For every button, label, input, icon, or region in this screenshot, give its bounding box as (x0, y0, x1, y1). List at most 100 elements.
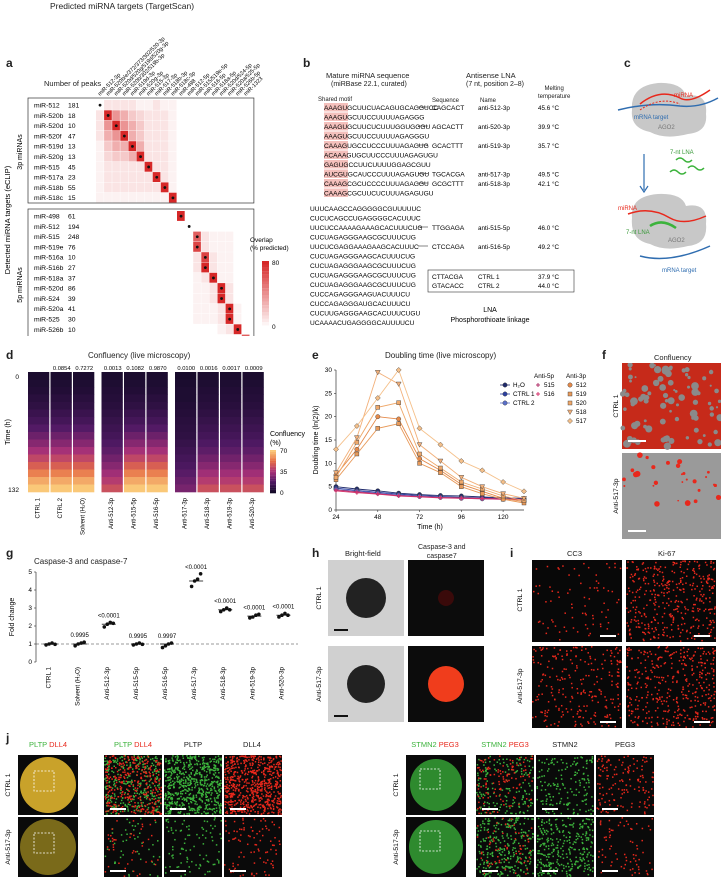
signal-dot (254, 799, 257, 801)
legend-swatch (262, 305, 269, 309)
signal-dot (127, 773, 130, 776)
heat-cell (217, 262, 226, 273)
data-point (416, 442, 423, 448)
fluor-dot (668, 583, 670, 586)
signal-dot (267, 792, 269, 794)
signal-dot (188, 802, 190, 805)
heat-cell (28, 372, 50, 380)
signal-dot (169, 787, 171, 789)
row-label: miR-517a (34, 175, 64, 182)
column-header: STMN2 PEG3 (481, 740, 529, 749)
signal-dot (513, 801, 516, 804)
fluor-dot (644, 593, 646, 596)
signal-dot (209, 832, 212, 834)
signal-dot (130, 766, 132, 769)
signal-dot (119, 774, 122, 776)
signal-dot (146, 803, 149, 806)
signal-dot (219, 812, 221, 814)
fluor-dot (593, 721, 595, 723)
signal-dot (270, 774, 273, 776)
fluor-dot (634, 573, 637, 575)
signal-dot (543, 762, 546, 764)
signal-dot (188, 774, 190, 776)
signal-dot (176, 778, 179, 780)
signal-dot (183, 819, 185, 822)
fluor-dot (701, 710, 704, 713)
fluor-dot (619, 567, 622, 570)
row-peaks: 27 (68, 265, 76, 272)
fluor-dot (676, 605, 679, 607)
signal-dot (114, 777, 117, 780)
heat-cell (197, 409, 219, 418)
signal-dot (248, 782, 250, 784)
signal-dot (606, 766, 608, 769)
signal-dot (479, 777, 482, 780)
gap-spot (697, 439, 703, 445)
signal-dot (147, 811, 150, 813)
fluor-dot (537, 661, 540, 664)
fluor-dot (630, 637, 632, 639)
heat-cell (241, 293, 250, 304)
legend-swatch (270, 455, 276, 458)
signal-dot (252, 771, 254, 774)
cell-cluster (705, 476, 708, 479)
fluor-dot (643, 576, 646, 578)
fluor-dot (651, 671, 653, 674)
fluor-dot (629, 576, 632, 579)
signal-dot (244, 764, 247, 766)
signal-dot (106, 768, 109, 771)
signal-dot (521, 798, 523, 801)
signal-dot (572, 763, 574, 765)
signal-dot (134, 787, 137, 789)
signal-dot (166, 807, 168, 810)
signal-dot (215, 801, 218, 803)
signal-dot (139, 758, 141, 761)
fluor-dot (619, 716, 622, 719)
signal-dot (202, 794, 204, 796)
signal-dot (607, 775, 610, 777)
signal-dot (212, 781, 214, 784)
fluor-dot (589, 587, 591, 589)
x-label: Anti-512-3p (109, 497, 115, 529)
fluor-dot (605, 699, 608, 702)
label-ago2-top: AGO2 (658, 125, 675, 131)
fluor-dot (642, 569, 645, 572)
lna-name: anti-519-3p (478, 143, 510, 150)
signal-dot (262, 771, 265, 773)
heat-cell (96, 262, 104, 273)
fluor-dot (710, 695, 713, 697)
signal-dot (116, 760, 119, 762)
signal-dot (258, 783, 261, 785)
row-label: miR-524 (34, 296, 60, 303)
legend-swatch (262, 312, 269, 316)
signal-dot (587, 778, 589, 780)
fluor-dot (636, 589, 639, 592)
x-tick-label: 48 (374, 514, 382, 521)
signal-dot (250, 826, 253, 829)
fluor-dot (606, 628, 609, 630)
signal-dot (204, 779, 207, 782)
heat-cell (144, 120, 153, 131)
signal-dot (205, 762, 208, 765)
signal-dot (528, 782, 530, 785)
row-label: miR-520d (34, 286, 64, 293)
x-label: CTRL 2 (58, 497, 64, 518)
signal-dot (186, 813, 188, 815)
heat-cell (144, 241, 153, 252)
signal-dot (165, 794, 168, 797)
signal-dot (263, 762, 266, 764)
fluor-dot (682, 659, 685, 662)
signal-dot (256, 782, 259, 785)
row-peaks: 45 (68, 164, 76, 171)
signal-dot (187, 784, 189, 786)
heat-cell (185, 283, 193, 293)
signal-dot (179, 770, 182, 773)
heat-cell (197, 379, 219, 388)
fluor-dot (576, 647, 578, 649)
signal-dot (553, 763, 555, 766)
fluor-dot (705, 597, 707, 600)
fluor-dot (657, 699, 659, 701)
legend-swatch (270, 489, 276, 492)
heat-cell (104, 303, 112, 314)
signal-dot (273, 823, 275, 826)
